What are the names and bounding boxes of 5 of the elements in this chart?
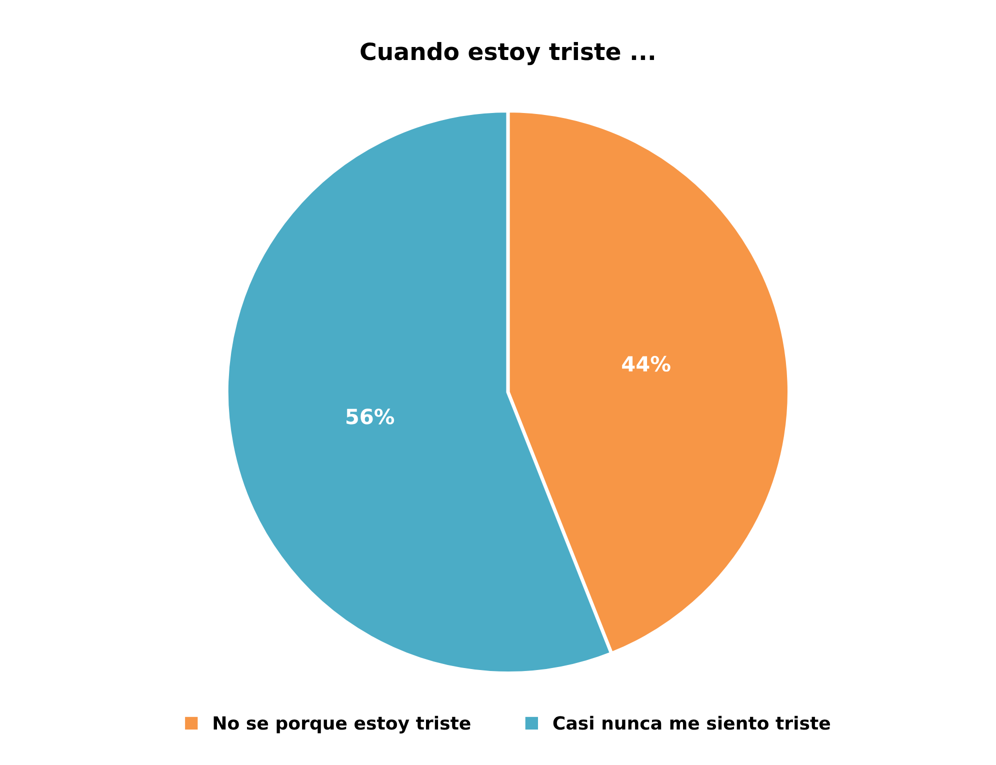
chart-title: Cuando estoy triste ... <box>360 42 654 66</box>
data-label: 56% <box>346 408 394 424</box>
legend-label: Casi nunca me siento triste <box>553 716 830 730</box>
data-label: 44% <box>622 356 670 372</box>
legend-label: No se porque estoy triste <box>214 716 470 734</box>
